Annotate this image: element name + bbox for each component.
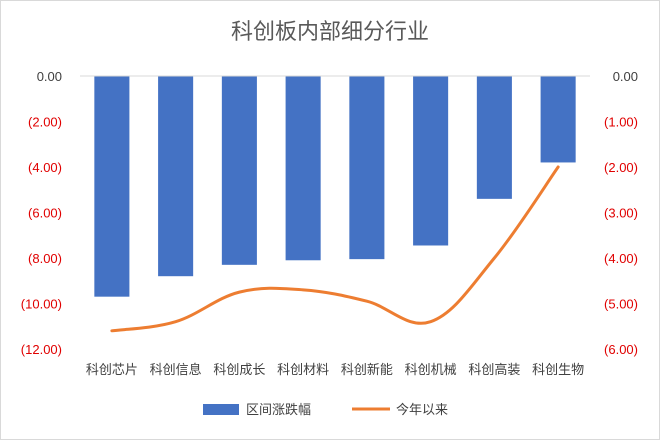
left-tick-label: (12.00) (21, 342, 62, 357)
right-tick-label: (1.00) (604, 115, 638, 130)
right-axis: 0.00 (1.00) (2.00) (3.00) (4.00) (5.00) (6.00) (604, 69, 638, 357)
bar-series (94, 76, 576, 297)
category-label: 科创芯片 (86, 363, 138, 378)
bar (94, 76, 130, 297)
bar (540, 76, 576, 163)
legend-label-bar: 区间涨跌幅 (246, 402, 311, 418)
bar (476, 76, 512, 199)
bar (158, 76, 194, 277)
right-tick-label: 0.00 (613, 69, 638, 84)
category-label: 科创高装 (468, 362, 520, 378)
category-labels: 科创芯片 科创信息 科创成长 科创材料 科创新能 科创机械 科创高装 科创生物 (86, 362, 584, 378)
chart-title: 科创板内部细分行业 (230, 20, 429, 45)
right-tick-label: (6.00) (604, 342, 638, 357)
right-tick-label: (4.00) (604, 251, 638, 266)
category-label: 科创信息 (150, 362, 202, 378)
left-tick-label: (6.00) (28, 206, 62, 221)
line-series (110, 165, 560, 333)
bar (285, 76, 321, 261)
bar (413, 76, 449, 246)
left-tick-label: 0.00 (37, 69, 62, 84)
left-tick-label: (10.00) (21, 297, 62, 312)
left-tick-label: (2.00) (28, 115, 62, 130)
series-line (110, 165, 560, 333)
right-tick-label: (2.00) (604, 160, 638, 175)
category-label: 科创新能 (341, 362, 393, 378)
bar (221, 76, 257, 265)
left-tick-label: (4.00) (28, 160, 62, 175)
category-label: 科创成长 (213, 363, 265, 378)
right-tick-label: (3.00) (604, 206, 638, 221)
legend-swatch-bar (203, 404, 239, 415)
right-tick-label: (5.00) (604, 297, 638, 312)
bar (349, 76, 385, 260)
category-label: 科创机械 (405, 363, 457, 378)
left-tick-label: (8.00) (28, 251, 62, 266)
legend-label-line: 今年以来 (396, 402, 448, 418)
category-label: 科创生物 (532, 363, 584, 378)
left-axis: 0.00 (2.00) (4.00) (6.00) (8.00) (10.00) (12.0… (21, 69, 62, 357)
legend: 区间涨跌幅 今年以来 (203, 402, 448, 418)
category-label: 科创材料 (277, 363, 329, 378)
